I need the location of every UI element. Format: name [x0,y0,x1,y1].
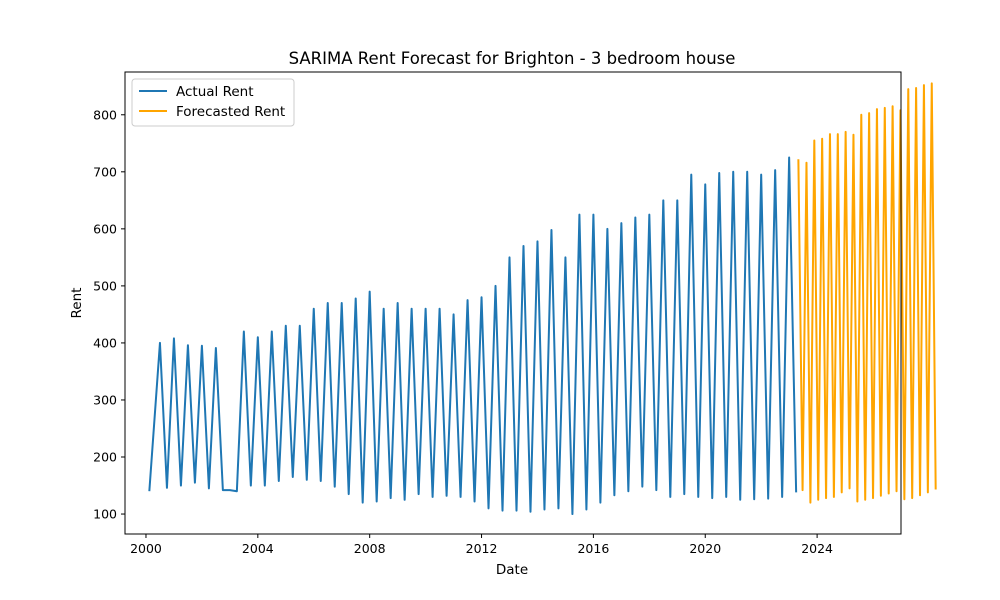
series-layer [148,82,937,516]
y-tick-label: 500 [93,278,117,293]
x-tick-label: 2016 [577,541,609,556]
x-tick-label: 2000 [130,541,162,556]
plot-area-frame [124,71,902,535]
legend: Actual Rent Forecasted Rent [131,78,295,127]
x-tick-label: 2004 [242,541,274,556]
legend-label-forecasted-rent: Forecasted Rent [176,104,285,120]
y-tick-label: 400 [93,335,117,350]
x-axis-title: Date [496,562,528,578]
y-tick-label: 800 [93,107,117,122]
y-axis: 100 200 300 400 500 600 700 800 [93,107,125,522]
x-tick-label: 2008 [354,541,386,556]
y-tick-label: 600 [93,221,117,236]
chart-title: SARIMA Rent Forecast for Brighton - 3 be… [289,49,736,68]
series-line-forecasted-rent [797,82,937,504]
legend-box [131,78,295,127]
x-tick-label: 2020 [689,541,721,556]
y-axis-title: Rent [69,288,85,319]
series-line-actual-rent [148,156,798,516]
x-axis: 2000 2004 2008 2012 2016 2020 2024 [130,534,833,556]
x-tick-label: 2024 [801,541,833,556]
y-tick-label: 200 [93,450,117,465]
x-tick-label: 2012 [466,541,498,556]
y-tick-label: 300 [93,392,117,407]
legend-label-actual-rent: Actual Rent [176,84,254,100]
y-tick-label: 100 [93,507,117,522]
y-tick-label: 700 [93,164,117,179]
